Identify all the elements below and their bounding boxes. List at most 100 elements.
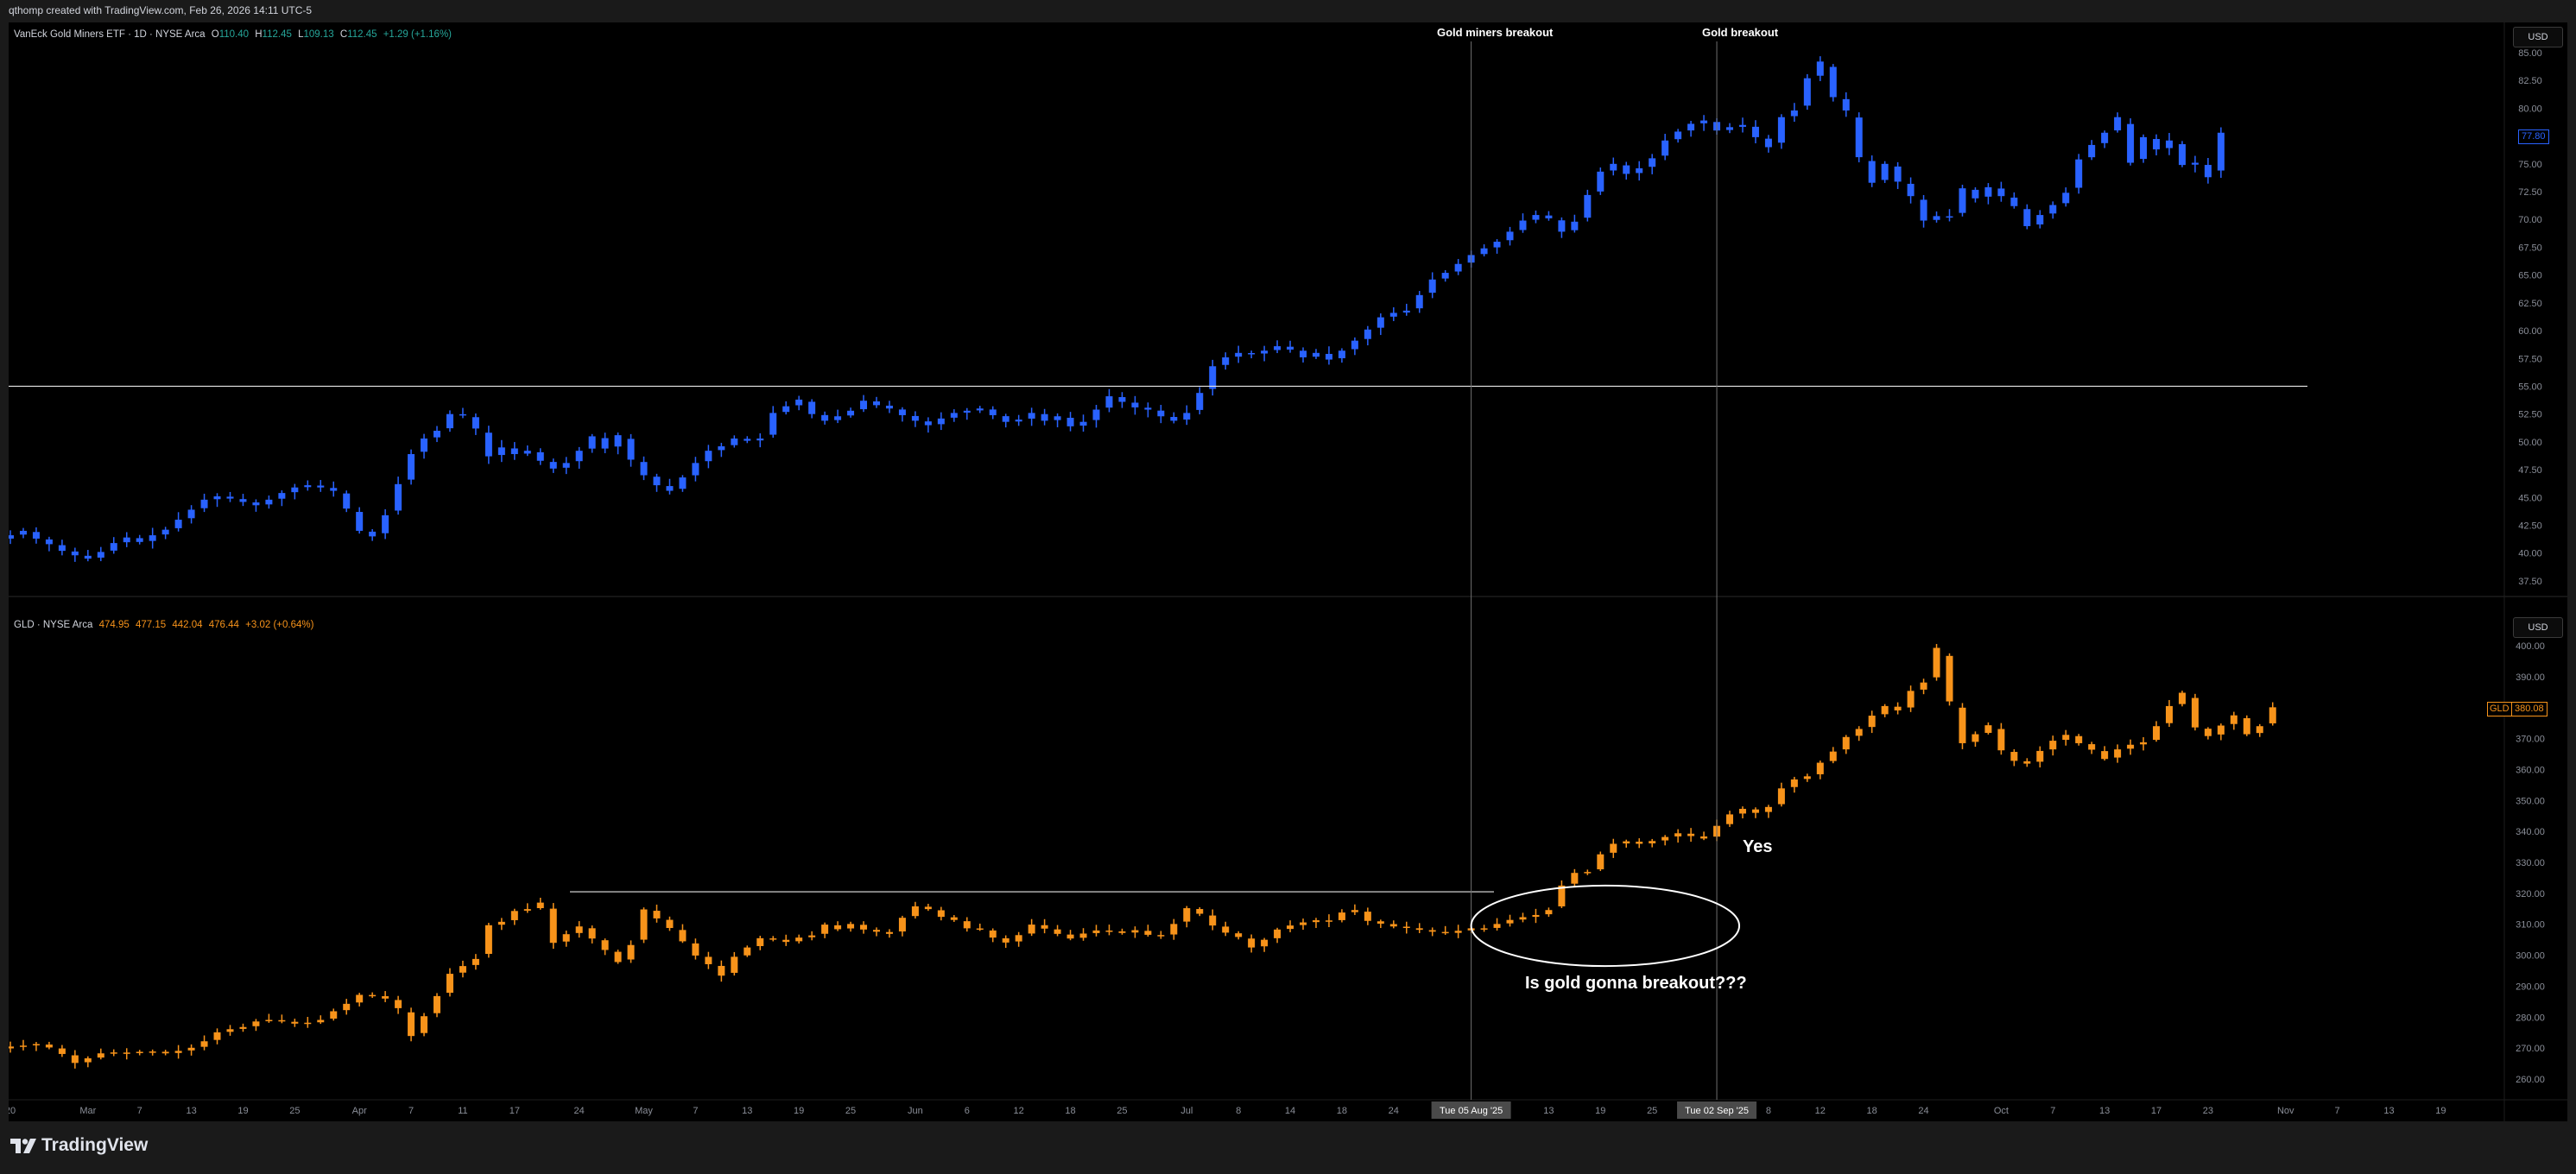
gdx-candle-body bbox=[1842, 98, 1850, 110]
gdx-candle-body bbox=[1558, 220, 1566, 232]
gdx-candle-body bbox=[1584, 194, 1592, 218]
gdx-candle-body bbox=[136, 538, 143, 542]
gdx-candle-body bbox=[523, 451, 531, 454]
gld-candle-body bbox=[1855, 729, 1863, 736]
gld-candle-body bbox=[45, 1045, 53, 1048]
time-tick-label: 6 bbox=[965, 1106, 970, 1116]
gld-candle-body bbox=[497, 921, 505, 925]
gld-candle-body bbox=[1170, 924, 1178, 935]
gdx-candle-body bbox=[640, 462, 648, 476]
gdx-candle-body bbox=[705, 451, 712, 462]
gdx-candle-body bbox=[1300, 350, 1307, 357]
gdx-candle-body bbox=[110, 543, 117, 551]
gdx-currency-button[interactable]: USD bbox=[2513, 27, 2563, 47]
gld-candle-body bbox=[911, 906, 919, 917]
gdx-candle-body bbox=[1002, 416, 1010, 422]
gdx-candle-body bbox=[161, 529, 169, 535]
gdx-candle-body bbox=[976, 408, 984, 411]
gdx-candle-body bbox=[989, 409, 997, 415]
gld-h-value: 477.15 bbox=[135, 620, 167, 630]
gdx-price-tick-label: 57.50 bbox=[2518, 354, 2542, 364]
time-tick-label: 13 bbox=[1543, 1106, 1554, 1116]
miners-breakout-label: Gold miners breakout bbox=[1437, 26, 1554, 39]
gld-candle-body bbox=[1209, 915, 1217, 926]
gld-candle-body bbox=[1338, 912, 1345, 920]
gld-candle-body bbox=[937, 910, 945, 918]
gdx-candle-body bbox=[1946, 216, 1953, 218]
gld-candle-body bbox=[1351, 910, 1358, 912]
gdx-candle-body bbox=[1532, 215, 1540, 220]
gdx-c-value: 112.45 bbox=[347, 29, 377, 40]
gdx-candle-body bbox=[123, 537, 130, 543]
chart-svg[interactable]: 37.50 40.00 42.50 45.00 47.50 50.00 52.50 55.00… bbox=[9, 22, 2567, 1121]
gld-candle-body bbox=[1687, 833, 1695, 836]
gld-candle-body bbox=[1274, 929, 1282, 938]
gld-candle-body bbox=[330, 1011, 338, 1019]
time-tick-label: Tue 02 Sep '25 bbox=[1685, 1106, 1749, 1116]
gld-candle-body bbox=[782, 939, 790, 943]
gdx-candle-body bbox=[2088, 144, 2096, 158]
gdx-candle-body bbox=[58, 545, 66, 552]
gld-candle-body bbox=[562, 934, 570, 942]
gld-candle-body bbox=[408, 1012, 415, 1037]
gdx-candle-body bbox=[1493, 241, 1501, 248]
gld-candle-body bbox=[1248, 938, 1256, 948]
gdx-candle-body bbox=[1738, 124, 1746, 127]
bottom-bar: TradingView bbox=[0, 1121, 2576, 1174]
gld-currency-button[interactable]: USD bbox=[2513, 617, 2563, 638]
gdx-candle-body bbox=[679, 477, 687, 489]
gdx-candle-body bbox=[549, 462, 557, 469]
gld-candle-body bbox=[1144, 931, 1152, 935]
gld-price-tick-label: 360.00 bbox=[2516, 765, 2545, 775]
time-tick-label: 20 bbox=[9, 1106, 16, 1116]
time-tick-label: 17 bbox=[510, 1106, 520, 1116]
gld-candle-body bbox=[1066, 934, 1074, 939]
gdx-candle-body bbox=[1144, 407, 1152, 410]
gld-candle-body bbox=[187, 1047, 195, 1051]
gdx-candle-body bbox=[1235, 352, 1243, 357]
gld-candle-body bbox=[1881, 705, 1889, 715]
gdx-candle-body bbox=[924, 421, 932, 426]
gld-candle-body bbox=[1105, 930, 1113, 932]
gdx-candle-body bbox=[1661, 140, 1669, 156]
gdx-candle-body bbox=[1157, 410, 1165, 417]
gld-candle-body bbox=[1402, 926, 1410, 929]
gld-candle-body bbox=[369, 994, 377, 997]
gld-candle-body bbox=[1803, 776, 1811, 780]
gdx-candle-body bbox=[2217, 132, 2225, 171]
gld-candle-body bbox=[627, 944, 635, 960]
gld-price-tick-label: 370.00 bbox=[2516, 735, 2545, 745]
gdx-last-price: 77.80 bbox=[2518, 129, 2549, 144]
gld-last-price-label: GLD bbox=[2487, 702, 2512, 716]
gld-candle-body bbox=[2243, 717, 2250, 735]
gld-candle-body bbox=[1389, 924, 1397, 927]
gdx-candle-body bbox=[1261, 350, 1269, 354]
gld-candle-body bbox=[2178, 692, 2186, 704]
gld-candle-body bbox=[317, 1019, 325, 1023]
gdx-candle-body bbox=[484, 432, 492, 457]
gld-candle-body bbox=[1700, 836, 1708, 839]
gld-legend: GLD · NYSE Arca 474.95 477.15 442.04 476… bbox=[14, 620, 317, 630]
chart-area[interactable]: 37.50 40.00 42.50 45.00 47.50 50.00 52.50 55.00… bbox=[9, 22, 2567, 1121]
question-label: Is gold gonna breakout??? bbox=[1525, 974, 1747, 993]
creator-text: qthomp created with TradingView.com, Feb… bbox=[9, 4, 313, 16]
time-tick-label: Oct bbox=[1994, 1106, 2009, 1116]
gld-candle-body bbox=[885, 931, 893, 934]
gld-candle-body bbox=[1325, 920, 1332, 922]
gld-candle-body bbox=[200, 1041, 208, 1047]
gdx-candle-body bbox=[1480, 248, 1488, 255]
gld-candle-body bbox=[1480, 928, 1488, 930]
gld-price-tick-label: 340.00 bbox=[2516, 827, 2545, 837]
gld-candle-body bbox=[601, 940, 609, 950]
gld-price-tick-label: 260.00 bbox=[2516, 1075, 2545, 1085]
gld-candle-body bbox=[821, 925, 829, 934]
gld-candle-body bbox=[32, 1044, 40, 1046]
gdx-candle-body bbox=[382, 514, 389, 533]
gld-candle-body bbox=[692, 943, 699, 956]
gdx-candle-body bbox=[1751, 126, 1759, 137]
gdx-candle-body bbox=[1597, 171, 1604, 192]
gdx-candle-body bbox=[304, 485, 312, 488]
tradingview-logo[interactable]: TradingView bbox=[10, 1135, 148, 1156]
gld-candle-body bbox=[1028, 925, 1035, 934]
gdx-price-tick-label: 37.50 bbox=[2518, 577, 2542, 587]
